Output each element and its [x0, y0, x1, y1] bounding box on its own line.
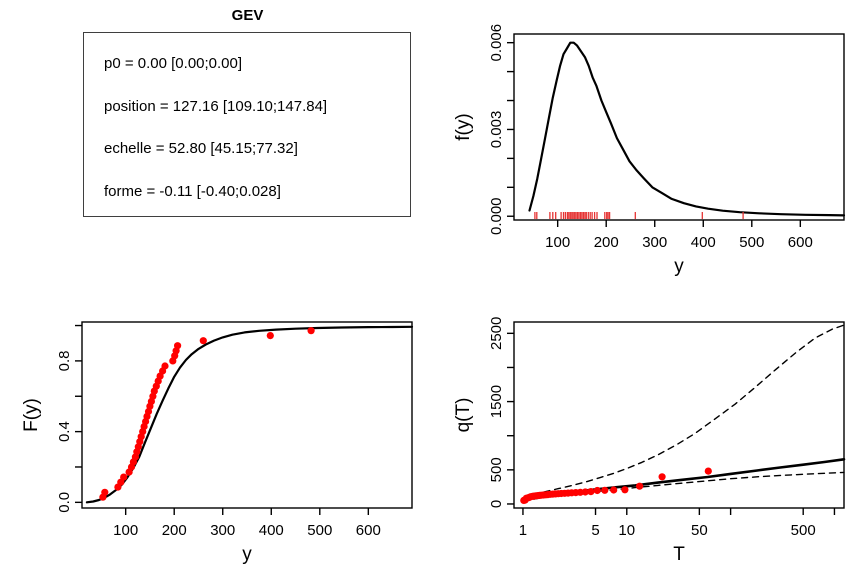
- data-point: [636, 482, 644, 490]
- x-tick-label: 500: [739, 234, 764, 251]
- x-axis-title: T: [673, 544, 685, 565]
- gev-parameter-box: p0 = 0.00 [0.00;0.00] position = 127.16 …: [83, 32, 411, 217]
- y-tick-label: 0.8: [56, 350, 73, 371]
- return-level-plot: 1 5 10 50 500 0 500 1500 2500 Tq(T): [453, 317, 846, 565]
- x-axis: 100 200 300 400 500 600: [545, 220, 813, 251]
- x-tick-label: 400: [259, 522, 284, 539]
- y-axis-title: F(y): [21, 398, 42, 432]
- y-tick-label: 0.4: [56, 421, 73, 442]
- upper-confidence-bound: [522, 324, 845, 500]
- param-line-p0: p0 = 0.00 [0.00;0.00]: [104, 55, 243, 72]
- x-tick-label: 1: [519, 522, 527, 539]
- x-tick-label: 300: [210, 522, 235, 539]
- data-point: [658, 473, 666, 481]
- y-axis: 0.0 0.4 0.8: [56, 324, 82, 513]
- param-line-forme: forme = -0.11 [-0.40;0.028]: [104, 183, 281, 200]
- y-tick-label: 0.0: [56, 492, 73, 513]
- data-point: [266, 332, 274, 340]
- y-tick-label: 0.003: [488, 111, 505, 149]
- empirical-return-points: [520, 467, 712, 504]
- x-tick-label: 100: [545, 234, 570, 251]
- fitted-density: [528, 41, 846, 217]
- x-tick-label: 10: [618, 522, 635, 539]
- x-tick-label: 50: [691, 522, 708, 539]
- x-tick-label: 5: [591, 522, 599, 539]
- series-group: [85, 325, 414, 504]
- data-point: [581, 488, 589, 496]
- y-tick-label: 500: [488, 457, 505, 482]
- param-line-echelle: echelle = 52.80 [45.15;77.32]: [104, 140, 298, 157]
- gev-title: GEV: [231, 7, 264, 24]
- data-point: [307, 327, 315, 335]
- param-line-position: position = 127.16 [109.10;147.84]: [104, 98, 328, 115]
- x-axis: 100 200 300 400 500 600: [113, 508, 381, 539]
- cdf-plot: 100 200 300 400 500 600 0.0 0.4 0.8 y F(y): [21, 321, 414, 565]
- data-point: [601, 486, 609, 494]
- x-tick-label: 600: [788, 234, 813, 251]
- y-tick-label: 0.000: [488, 197, 505, 235]
- data-point: [161, 362, 169, 370]
- data-point: [593, 486, 601, 495]
- x-axis: 1 5 10 50 500: [519, 508, 836, 539]
- plot-frame: [81, 321, 413, 509]
- data-point: [621, 486, 629, 494]
- data-point: [120, 473, 128, 481]
- x-tick-label: 300: [642, 234, 667, 251]
- x-tick-label: 400: [691, 234, 716, 251]
- y-tick-label: 2500: [488, 317, 505, 350]
- x-tick-label: 600: [356, 522, 381, 539]
- x-axis-title: y: [674, 256, 684, 277]
- data-point: [587, 488, 595, 496]
- series-group: [520, 324, 846, 504]
- data-point: [174, 342, 182, 350]
- x-tick-label: 500: [307, 522, 332, 539]
- y-axis: 0 500 1500 2500: [488, 317, 514, 508]
- data-point: [704, 467, 712, 475]
- y-axis: 0.000 0.003 0.006: [488, 24, 514, 235]
- data-point: [101, 488, 109, 496]
- x-tick-label: 500: [791, 522, 816, 539]
- x-axis-title: y: [242, 544, 252, 565]
- series-group: [528, 41, 846, 219]
- y-axis-title: q(T): [453, 398, 474, 433]
- x-tick-label: 200: [162, 522, 187, 539]
- x-tick-label: 100: [113, 522, 138, 539]
- x-tick-label: 200: [594, 234, 619, 251]
- plot-frame: [513, 33, 845, 221]
- empirical-cdf-points: [99, 327, 315, 501]
- y-tick-label: 0.006: [488, 24, 505, 62]
- y-axis-title: f(y): [453, 113, 474, 140]
- data-point: [199, 337, 207, 345]
- y-tick-label: 1500: [488, 385, 505, 418]
- panel-gev-parameters: GEV p0 = 0.00 [0.00;0.00] position = 127…: [0, 0, 432, 288]
- lower-confidence-bound: [522, 471, 845, 502]
- plot-frame: [513, 321, 845, 509]
- y-tick-label: 0: [488, 500, 505, 508]
- observations-rug: [534, 212, 744, 219]
- data-point: [610, 486, 618, 494]
- density-plot: 100 200 300 400 500 600 0.000 0.003 0.006 y f(y): [453, 24, 846, 277]
- fitted-cdf: [85, 325, 414, 504]
